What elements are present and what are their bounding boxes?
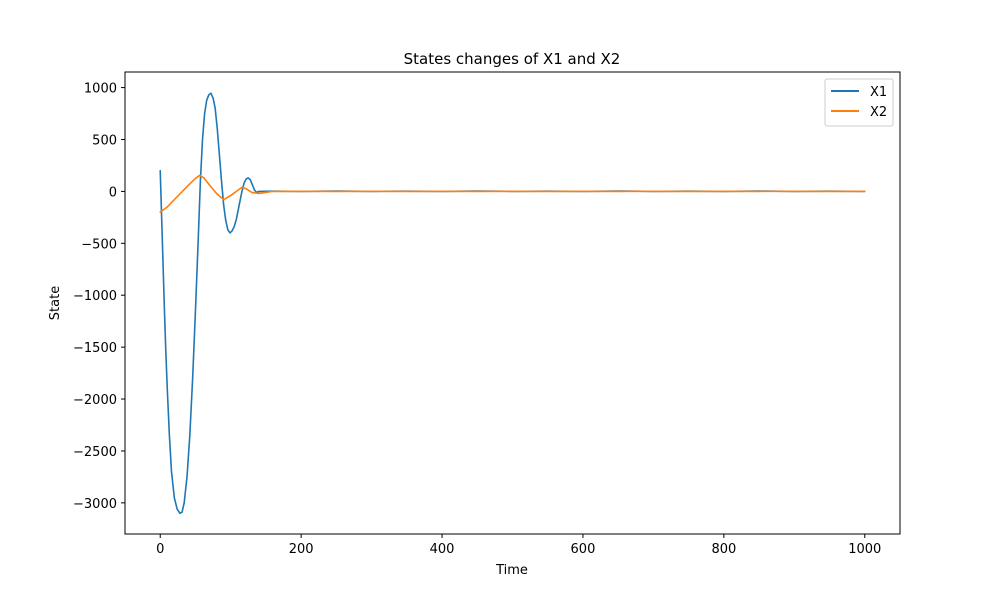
chart-title: States changes of X1 and X2 — [404, 50, 621, 68]
y-tick-label: 0 — [109, 185, 117, 200]
x-axis-label: Time — [495, 563, 528, 578]
x-tick-label: 600 — [571, 542, 596, 557]
y-tick-label: 1000 — [84, 82, 117, 97]
y-tick-label: −2500 — [73, 445, 117, 460]
x-tick-label: 400 — [430, 542, 455, 557]
legend-label-x1: X1 — [870, 85, 887, 100]
y-tick-label: −1500 — [73, 341, 117, 356]
y-tick-label: −3000 — [73, 497, 117, 512]
series-line-x2 — [159, 174, 866, 213]
y-tick-label: −1000 — [73, 289, 117, 304]
plot-lines — [159, 92, 866, 515]
y-tick-label: 500 — [92, 133, 117, 148]
y-tick-label: −500 — [81, 237, 117, 252]
y-tick-label: −2000 — [73, 393, 117, 408]
legend: X1 X2 — [824, 78, 894, 127]
plot-frame — [124, 71, 901, 535]
x-tick-label: 0 — [156, 542, 164, 557]
x-tick-label: 1000 — [848, 542, 881, 557]
x-axis-ticks: 0 200 400 600 800 1000 — [156, 534, 881, 557]
y-axis-label: State — [48, 286, 63, 320]
legend-label-x2: X2 — [870, 105, 887, 120]
x-tick-label: 200 — [289, 542, 314, 557]
x-tick-label: 800 — [711, 542, 736, 557]
y-axis-ticks: 1000 500 0 −500 −1000 −1500 −2000 −2500 −3000 — [73, 82, 125, 512]
